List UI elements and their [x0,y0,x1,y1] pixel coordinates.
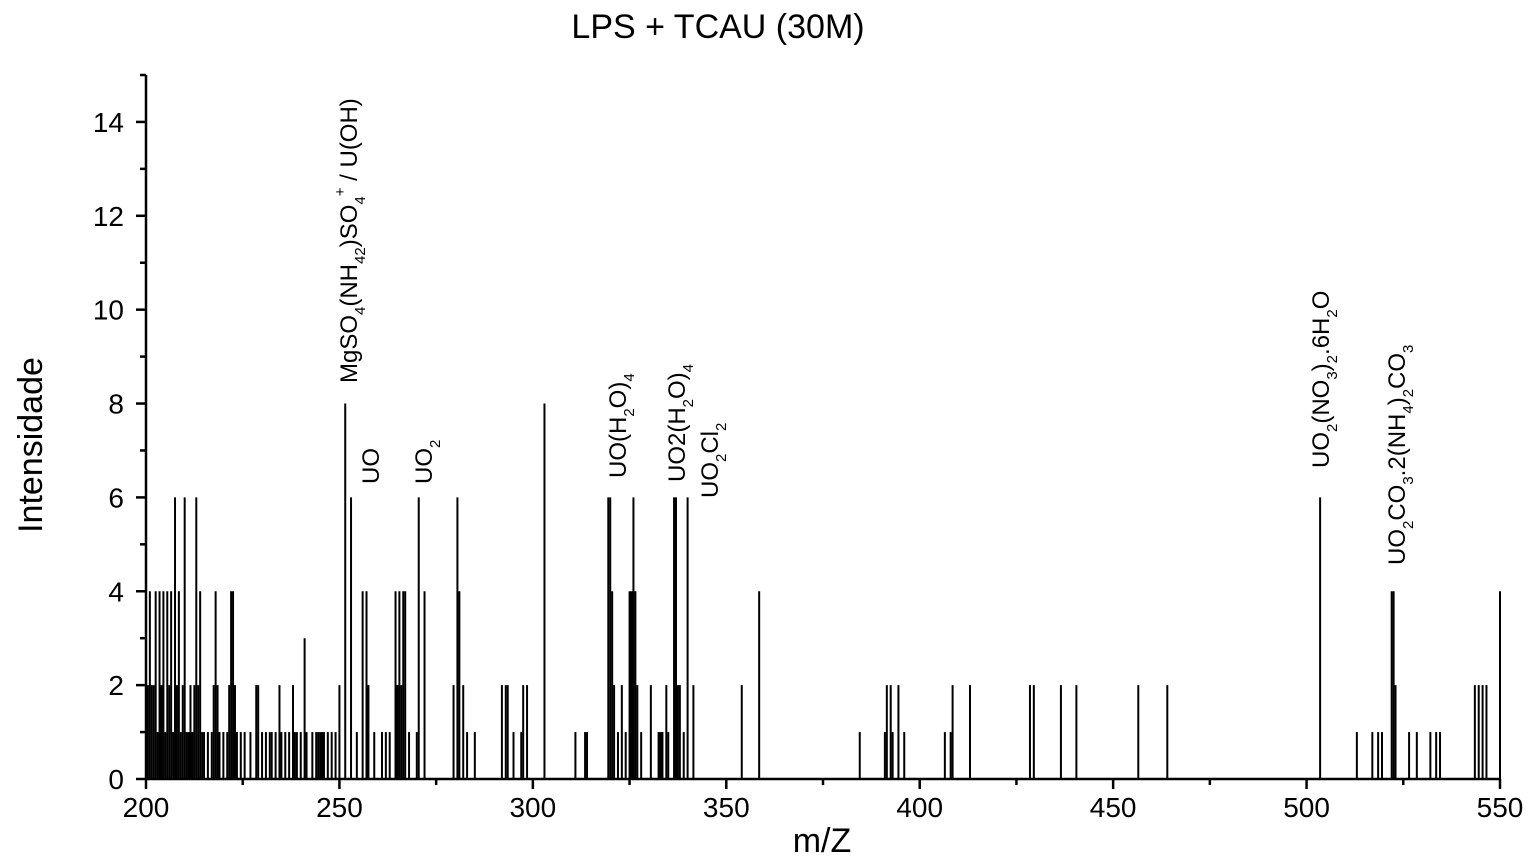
x-tick-label: 350 [703,792,750,823]
y-tick-label: 2 [108,670,124,701]
annotation-text: UO2(H [664,407,691,482]
annotation-text: UO [1384,529,1411,565]
annotation-subscript: 2 [621,408,638,416]
annotation-text: UO [411,448,438,484]
y-tick-label: 0 [108,764,124,795]
annotation-text: UO [358,448,385,484]
annotation-subscript: 2 [1324,424,1341,432]
x-tick-label: 400 [896,792,943,823]
y-axis-label: Intensidade [12,357,50,533]
annotation-subscript: 2 [1324,355,1341,363]
svg-text:UO2(NO3)2.6H2O: UO2(NO3)2.6H2O [1308,291,1341,468]
annotation-text: O) [664,372,691,399]
annotation-uo2-h2o-4: UO2(H2O)4 [664,364,697,482]
annotation-subscript: 4 [352,307,369,315]
annotation-text: O [1308,291,1335,310]
x-tick-label: 500 [1283,792,1330,823]
annotation-mgso4: MgSO4(NH42)SO4+ / U(OH) [332,98,369,383]
y-tick-label: 6 [108,482,124,513]
annotation-text: CO [1384,485,1411,521]
annotation-subscript: 4 [352,196,369,204]
annotation-subscript: 4 [621,373,638,381]
y-tick-label: 8 [108,389,124,420]
annotation-text: ) [1384,397,1411,405]
svg-text:UO2: UO2 [411,440,444,484]
x-axis-ticks: 200 250 300 350 400 450 500 550 [123,779,1524,823]
annotation-subscript: 2 [1324,309,1341,317]
annotation-subscript: 4 [352,256,369,264]
annotation-subscript: 3 [1400,345,1417,353]
x-tick-label: 450 [1090,792,1137,823]
annotation-subscript: 3 [1400,476,1417,484]
chart-title: LPS + TCAU (30M) [571,8,864,46]
y-tick-label: 14 [93,107,124,138]
annotation-subscript: 2 [1400,521,1417,529]
annotation-subscript: 2 [680,399,697,407]
svg-text:MgSO4(NH42)SO4+ / U(OH): MgSO4(NH42)SO4+ / U(OH) [332,98,369,383]
annotation-subscript: 4 [680,364,697,372]
annotation-text: ) [1308,363,1335,371]
annotation-text: MgSO [336,315,363,383]
x-tick-label: 250 [316,792,363,823]
y-tick-label: 10 [93,295,124,326]
annotation-uo2cl2: UO2Cl2 [697,423,730,498]
annotation-uo2: UO2 [411,440,444,484]
svg-text:UO(H2O)4: UO(H2O)4 [605,373,638,478]
x-tick-label: 200 [123,792,170,823]
annotation-text: )SO [336,205,363,248]
annotation-uranyl-nitrate: UO2(NO3)2.6H2O [1308,291,1341,468]
svg-text:UO: UO [358,448,385,484]
annotation-text: UO [1308,432,1335,468]
annotation-uo-h2o-4: UO(H2O)4 [605,373,638,478]
annotation-text: UO(H [605,417,632,478]
svg-text:UO2Cl2: UO2Cl2 [697,423,730,498]
annotation-subscript: 2 [713,454,730,462]
annotation-superscript: + [332,187,349,196]
annotation-text: CO [1384,353,1411,389]
annotation-subscript: 2 [713,423,730,431]
y-axis-ticks: 0 2 4 6 8 10 12 14 [93,73,146,795]
annotation-text: (NO [1308,380,1335,424]
annotation-text: / U(OH) [336,98,363,187]
annotation-subscript: 2 [427,440,444,448]
annotation-subscript: 4 [1400,405,1417,413]
annotation-uo: UO [358,448,385,484]
y-tick-label: 12 [93,201,124,232]
annotation-text: .2(NH [1384,414,1411,477]
annotation-text: Cl [697,431,724,454]
annotation-text: .6H [1308,318,1335,355]
x-axis-label: m/Z [793,822,852,857]
x-tick-label: 550 [1477,792,1524,823]
svg-text:UO2(H2O)4: UO2(H2O)4 [664,364,697,482]
annotation-subscript: 2 [1400,389,1417,397]
annotation-text: (NH [336,264,363,307]
annotation-text: UO [697,462,724,498]
svg-text:UO2CO3.2(NH4)2CO3: UO2CO3.2(NH4)2CO3 [1384,345,1417,565]
y-tick-label: 4 [108,576,124,607]
annotation-uranyl-carbonate: UO2CO3.2(NH4)2CO3 [1384,345,1417,565]
annotation-text: O) [605,382,632,409]
annotation-subscript: 2 [352,247,369,255]
annotation-subscript: 3 [1324,371,1341,379]
spectrum-bars [146,403,1501,779]
x-tick-label: 300 [509,792,556,823]
